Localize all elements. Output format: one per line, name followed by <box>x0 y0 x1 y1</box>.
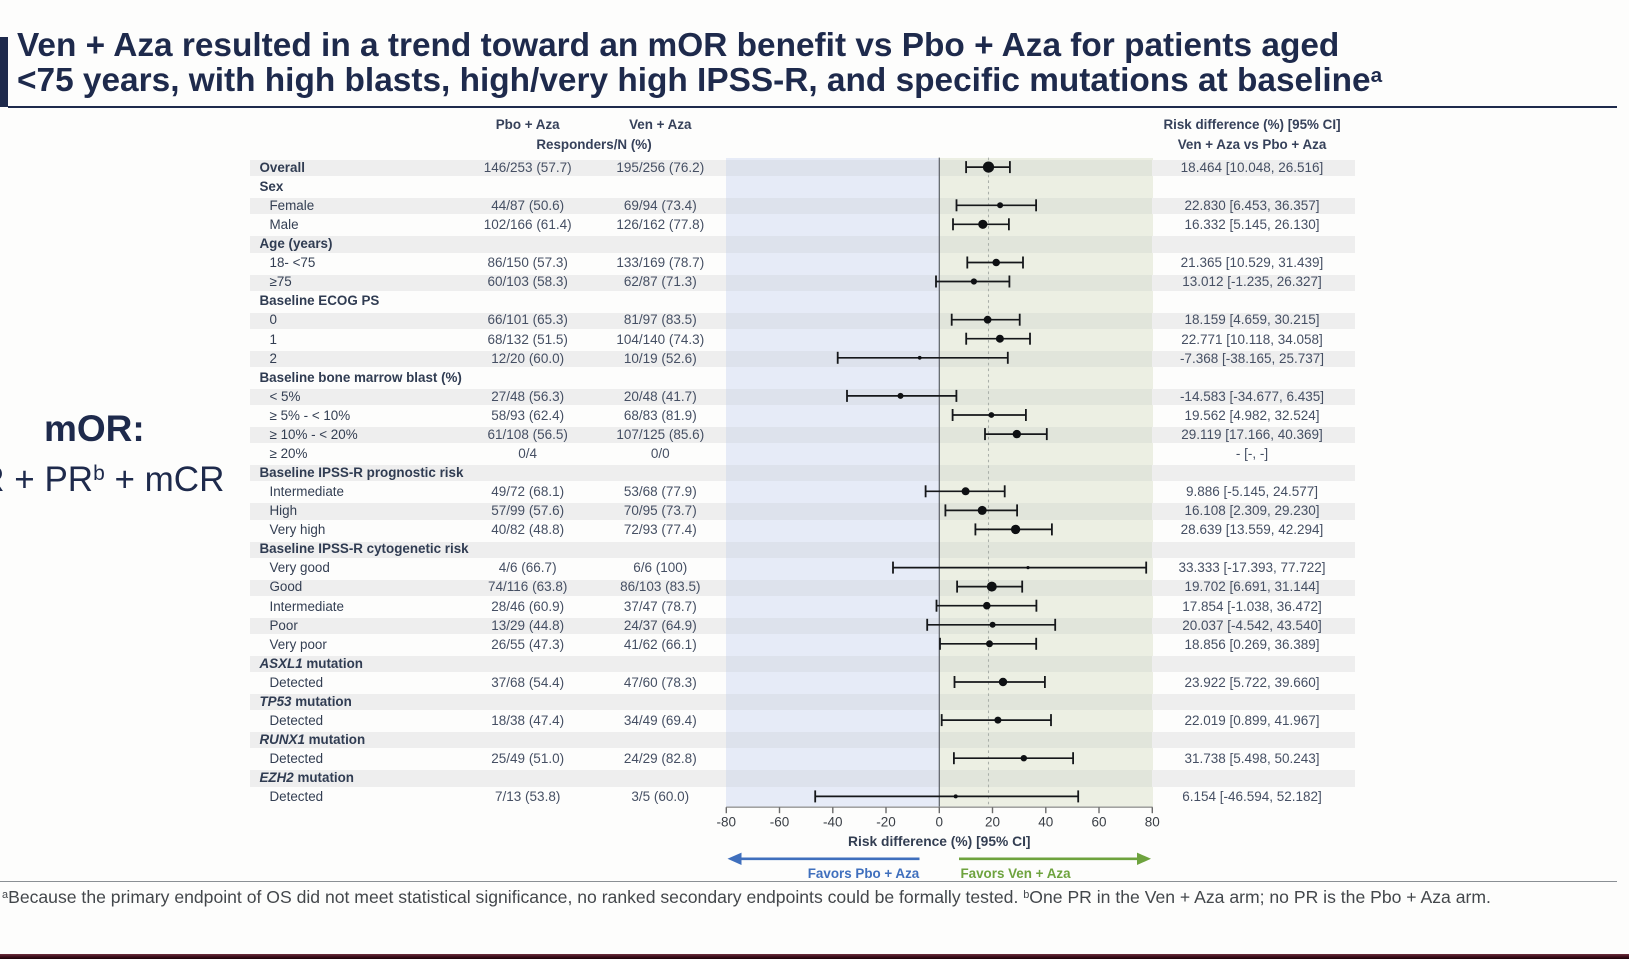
svg-text:Favors Ven + Aza: Favors Ven + Aza <box>960 866 1071 881</box>
svg-text:-60: -60 <box>770 815 790 830</box>
svg-text:Risk difference (%) [95% CI]: Risk difference (%) [95% CI] <box>848 834 1030 849</box>
svg-text:60: 60 <box>1091 815 1106 830</box>
svg-text:20: 20 <box>985 815 1000 830</box>
svg-text:80: 80 <box>1145 815 1160 830</box>
svg-text:40: 40 <box>1038 815 1053 830</box>
svg-text:-80: -80 <box>717 815 737 830</box>
svg-text:-40: -40 <box>823 815 843 830</box>
svg-text:-20: -20 <box>876 815 896 830</box>
svg-text:0: 0 <box>936 815 944 830</box>
svg-text:Favors Pbo + Aza: Favors Pbo + Aza <box>808 866 920 881</box>
